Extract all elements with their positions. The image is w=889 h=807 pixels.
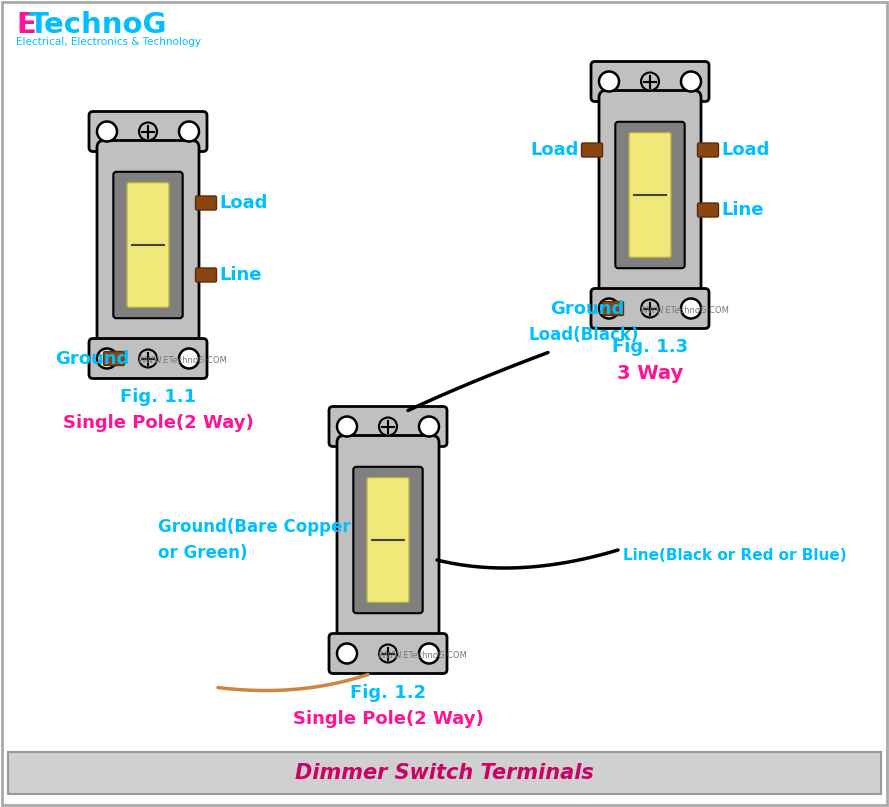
- FancyBboxPatch shape: [337, 436, 439, 645]
- Text: 3 Way: 3 Way: [617, 364, 683, 383]
- FancyBboxPatch shape: [8, 752, 881, 794]
- Circle shape: [641, 73, 659, 90]
- Text: Dimmer Switch Terminals: Dimmer Switch Terminals: [294, 763, 593, 783]
- Circle shape: [337, 643, 357, 663]
- Text: Single Pole(2 Way): Single Pole(2 Way): [292, 709, 484, 727]
- Circle shape: [681, 299, 701, 319]
- Circle shape: [599, 72, 619, 91]
- FancyBboxPatch shape: [89, 338, 207, 378]
- Text: Load: Load: [721, 141, 769, 159]
- FancyBboxPatch shape: [97, 140, 199, 349]
- FancyBboxPatch shape: [329, 633, 447, 674]
- FancyBboxPatch shape: [599, 90, 701, 299]
- Text: TechnoG: TechnoG: [29, 11, 167, 39]
- Text: Line(Black or Red or Blue): Line(Black or Red or Blue): [623, 547, 846, 562]
- FancyBboxPatch shape: [615, 122, 685, 268]
- FancyBboxPatch shape: [89, 111, 207, 152]
- Text: Ground(Bare Copper
or Green): Ground(Bare Copper or Green): [158, 519, 350, 562]
- FancyBboxPatch shape: [629, 132, 671, 257]
- Text: WWW.ETechnoG.COM: WWW.ETechnoG.COM: [138, 356, 228, 365]
- Text: Load: Load: [219, 194, 268, 212]
- Text: Fig. 1.1: Fig. 1.1: [120, 388, 196, 407]
- Text: Electrical, Electronics & Technology: Electrical, Electronics & Technology: [16, 37, 201, 47]
- FancyBboxPatch shape: [603, 302, 623, 316]
- Circle shape: [419, 416, 439, 437]
- FancyBboxPatch shape: [367, 478, 409, 602]
- FancyBboxPatch shape: [698, 143, 718, 157]
- Text: WWW.ETechnoG.COM: WWW.ETechnoG.COM: [378, 651, 468, 660]
- Circle shape: [681, 72, 701, 91]
- Circle shape: [139, 123, 157, 140]
- Circle shape: [179, 122, 199, 141]
- FancyBboxPatch shape: [591, 288, 709, 328]
- Circle shape: [179, 349, 199, 369]
- Circle shape: [337, 416, 357, 437]
- Circle shape: [139, 349, 157, 367]
- Text: Load(Black): Load(Black): [528, 325, 638, 344]
- FancyBboxPatch shape: [698, 203, 718, 217]
- Text: Load: Load: [531, 141, 579, 159]
- Circle shape: [641, 299, 659, 317]
- Text: Fig. 1.2: Fig. 1.2: [350, 684, 426, 701]
- Circle shape: [599, 299, 619, 319]
- Circle shape: [97, 349, 117, 369]
- Text: Ground: Ground: [550, 299, 624, 317]
- Text: WWW.ETechnoG.COM: WWW.ETechnoG.COM: [640, 306, 730, 315]
- FancyBboxPatch shape: [196, 196, 217, 210]
- Text: E: E: [16, 11, 36, 39]
- Circle shape: [379, 417, 397, 436]
- Text: Line: Line: [721, 201, 764, 219]
- FancyBboxPatch shape: [591, 61, 709, 102]
- Text: Fig. 1.3: Fig. 1.3: [612, 338, 688, 357]
- FancyBboxPatch shape: [353, 466, 422, 613]
- Circle shape: [419, 643, 439, 663]
- FancyBboxPatch shape: [329, 407, 447, 446]
- Text: Ground: Ground: [55, 349, 129, 367]
- FancyBboxPatch shape: [103, 352, 124, 366]
- Text: Single Pole(2 Way): Single Pole(2 Way): [62, 415, 253, 433]
- Text: Line: Line: [219, 266, 261, 284]
- FancyBboxPatch shape: [113, 172, 182, 318]
- FancyBboxPatch shape: [127, 182, 169, 307]
- Circle shape: [379, 645, 397, 663]
- FancyBboxPatch shape: [196, 268, 217, 282]
- FancyBboxPatch shape: [581, 143, 603, 157]
- Circle shape: [97, 122, 117, 141]
